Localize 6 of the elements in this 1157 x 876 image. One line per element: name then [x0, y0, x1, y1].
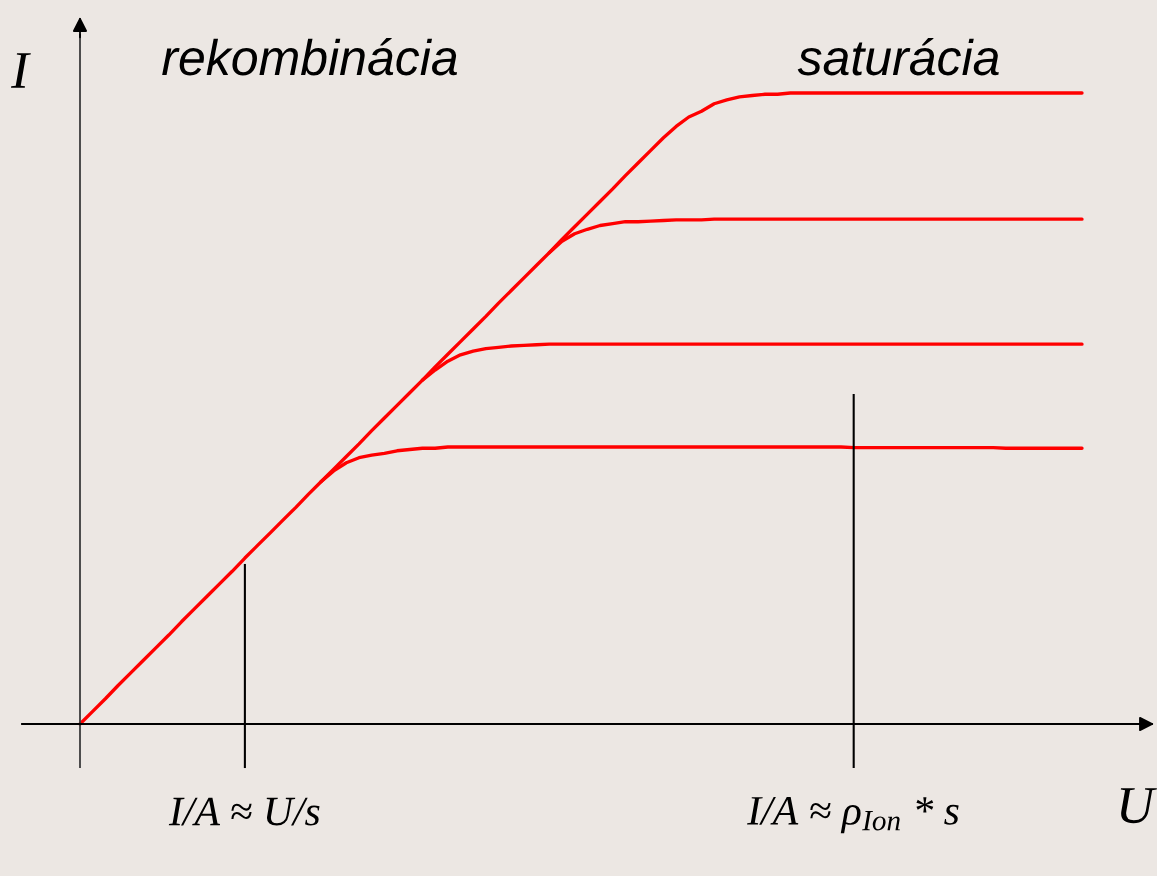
x-axis-title: U: [1120, 788, 1157, 824]
x-tick-label: I/A ≈ U/s: [168, 797, 320, 826]
x-tick-label: I/A ≈ ρ$_{Ion}$ * s: [747, 796, 959, 834]
y-axis-title: I: [11, 53, 31, 88]
text: rekombinácia: [162, 38, 457, 76]
text: saturácia: [797, 38, 999, 76]
